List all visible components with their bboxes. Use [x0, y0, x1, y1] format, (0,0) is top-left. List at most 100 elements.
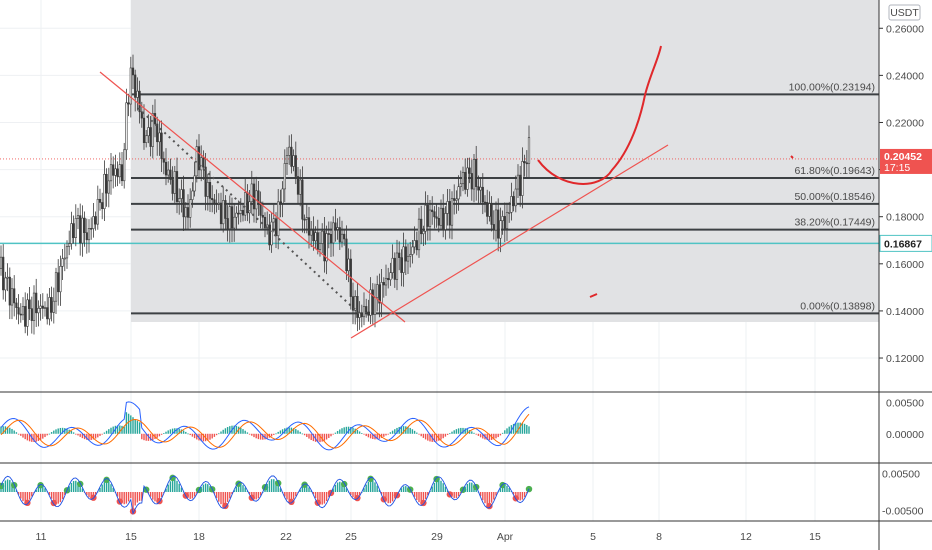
- macd-histogram-bar: [356, 429, 359, 434]
- candle-body: [307, 217, 311, 236]
- candle-body: [501, 216, 504, 221]
- macd-histogram-bar: [402, 426, 405, 434]
- freehand-mark[interactable]: [790, 155, 794, 159]
- candle-body: [294, 155, 297, 177]
- oscillator-bar: [350, 492, 352, 495]
- macd-histogram-bar: [235, 425, 238, 434]
- macd-histogram-bar: [143, 433, 145, 441]
- oscillator-bar: [248, 492, 251, 495]
- candle-body: [303, 218, 306, 221]
- oscillator-bar: [9, 480, 11, 492]
- last-price-badge[interactable]: [880, 148, 932, 174]
- oscillator-bar: [418, 492, 420, 503]
- macd-histogram-bar: [427, 433, 429, 441]
- macd-histogram-bar: [435, 433, 438, 442]
- oscillator-bar: [422, 492, 425, 502]
- macd-histogram-bar: [70, 430, 73, 434]
- candle-body: [180, 189, 183, 199]
- time-tick-label: 12: [740, 531, 752, 543]
- macd-histogram-bar: [385, 433, 387, 436]
- candle-body: [68, 243, 71, 247]
- fib-shade: [131, 0, 879, 322]
- candle-body: [318, 243, 322, 250]
- time-axis[interactable]: 11 15 18 22 25 29 Apr 5 8 12 15: [36, 531, 821, 543]
- freehand-projection[interactable]: [537, 45, 662, 185]
- candle-body: [332, 222, 335, 244]
- macd-histogram-bar: [504, 430, 506, 434]
- macd-histogram-bar: [141, 433, 143, 440]
- macd-histogram-bar: [295, 429, 297, 434]
- oscillator-bar: [455, 492, 458, 498]
- candle-body: [457, 186, 460, 200]
- macd-histogram-bar: [251, 433, 253, 436]
- macd-histogram-bar: [94, 433, 97, 439]
- macd-histogram-bar: [449, 433, 451, 435]
- macd-histogram-bar: [215, 433, 218, 436]
- candle-body: [0, 256, 3, 269]
- macd-histogram-bar: [422, 433, 425, 438]
- candle-body: [13, 288, 16, 304]
- candle-body: [483, 201, 487, 204]
- candle-body: [81, 217, 84, 244]
- candle-body: [274, 218, 278, 237]
- oscillator-bar: [224, 492, 227, 505]
- macd-histogram-bar: [50, 432, 53, 434]
- oscillator-bar: [178, 483, 180, 492]
- macd-histogram-bar: [394, 429, 396, 434]
- macd-histogram-bar: [187, 433, 189, 435]
- oscillator-bar: [442, 483, 444, 492]
- oscillator-bar: [88, 492, 90, 498]
- macd-histogram-bar: [46, 433, 48, 436]
- macd-histogram-bar: [182, 430, 185, 434]
- candle-body: [351, 296, 355, 311]
- oscillator-bar: [50, 492, 53, 499]
- candle-body: [92, 216, 95, 229]
- candle-body: [288, 146, 291, 156]
- macd-histogram-bar: [9, 427, 11, 434]
- candle-body: [367, 311, 370, 316]
- macd-histogram-bar: [479, 433, 482, 438]
- macd-histogram-bar: [15, 432, 18, 434]
- level-badge[interactable]: [879, 234, 932, 252]
- oscillator-bar: [486, 492, 488, 505]
- macd-histogram-bar: [202, 433, 205, 442]
- macd-histogram-bar: [75, 433, 77, 435]
- macd-histogram-bar: [196, 433, 198, 440]
- currency-badge[interactable]: USDT: [888, 4, 921, 21]
- horizontal-level-line[interactable]: [0, 158, 879, 245]
- macd-histogram-bar: [20, 433, 22, 436]
- oscillator-bar: [499, 488, 502, 492]
- candle-body: [136, 90, 139, 98]
- candle-body: [299, 179, 302, 195]
- macd-histogram-bar: [319, 433, 321, 443]
- price-tick-label: 0.12000: [886, 353, 924, 365]
- macd-histogram-bar: [442, 433, 444, 439]
- candle-body: [422, 230, 425, 235]
- trendline-up[interactable]: [350, 144, 669, 339]
- macd-histogram-bar: [411, 429, 414, 434]
- macd-histogram-bar: [270, 433, 273, 437]
- price-axis[interactable]: 0.260000.240000.220000.200000.180000.160…: [878, 0, 932, 550]
- macd-histogram-bar: [246, 432, 249, 434]
- oscillator-bar: [255, 492, 257, 500]
- macd-histogram-bar: [112, 426, 114, 434]
- time-tick-label: 18: [193, 531, 205, 543]
- user-drawings[interactable]: [0, 45, 932, 522]
- oscillator-bar: [167, 484, 169, 492]
- oscillator-bar: [108, 481, 110, 492]
- trendline-down[interactable]: [99, 71, 406, 323]
- oscillator-bar: [431, 486, 433, 492]
- candle-body: [384, 277, 388, 286]
- oscillator-bar: [17, 492, 20, 495]
- oscillator-bar: [303, 485, 306, 492]
- freehand-mark[interactable]: [589, 293, 598, 298]
- candle-body: [259, 201, 262, 216]
- macd-histogram-bar: [119, 425, 121, 434]
- oscillator-bar: [284, 492, 286, 497]
- oscillator-bar: [189, 492, 191, 499]
- candle-body: [72, 223, 75, 238]
- macd-histogram-bar: [123, 426, 125, 434]
- time-tick-label: 8: [656, 531, 662, 543]
- macd-histogram-bar: [218, 433, 220, 435]
